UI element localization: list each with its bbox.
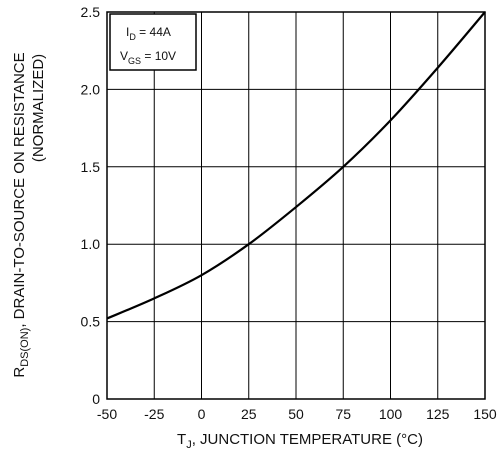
x-tick-label: 100	[379, 406, 403, 422]
y-tick-labels: 0 0.5 1.0 1.5 2.0 2.5	[81, 4, 101, 407]
x-tick-label: -25	[144, 406, 164, 422]
y-tick-label: 0	[92, 391, 100, 407]
plot-frame	[106, 11, 486, 400]
legend-condition-vgs: VGS = 10V	[120, 49, 176, 66]
series-layer	[106, 11, 486, 320]
y-tick-label: 2.0	[81, 81, 101, 97]
x-tick-labels: -50 -25 0 25 50 75 100 125 150	[97, 406, 497, 422]
x-tick-label: 125	[426, 406, 450, 422]
y-tick-label: 1.0	[81, 236, 101, 252]
legend: ID = 44A VGS = 10V	[109, 13, 197, 71]
y-tick-label: 0.5	[81, 314, 101, 330]
y-axis-title: RDS(ON), DRAIN-TO-SOURCE ON RESISTANCE	[11, 52, 31, 377]
x-axis-title: TJ, JUNCTION TEMPERATURE (°C)	[177, 431, 423, 451]
x-tick-label: 50	[288, 406, 304, 422]
x-tick-label: -50	[97, 406, 117, 422]
grid	[106, 11, 486, 400]
x-tick-label: 75	[335, 406, 351, 422]
series-line	[106, 11, 486, 320]
x-tick-label: 0	[198, 406, 206, 422]
y-tick-label: 1.5	[81, 159, 101, 175]
legend-condition-id: ID = 44A	[126, 25, 171, 42]
y-tick-label: 2.5	[81, 4, 101, 20]
y-axis-title-normalized: (NORMALIZED)	[30, 54, 47, 162]
x-tick-label: 150	[473, 406, 497, 422]
legend-box	[109, 13, 197, 71]
x-tick-label: 25	[241, 406, 257, 422]
